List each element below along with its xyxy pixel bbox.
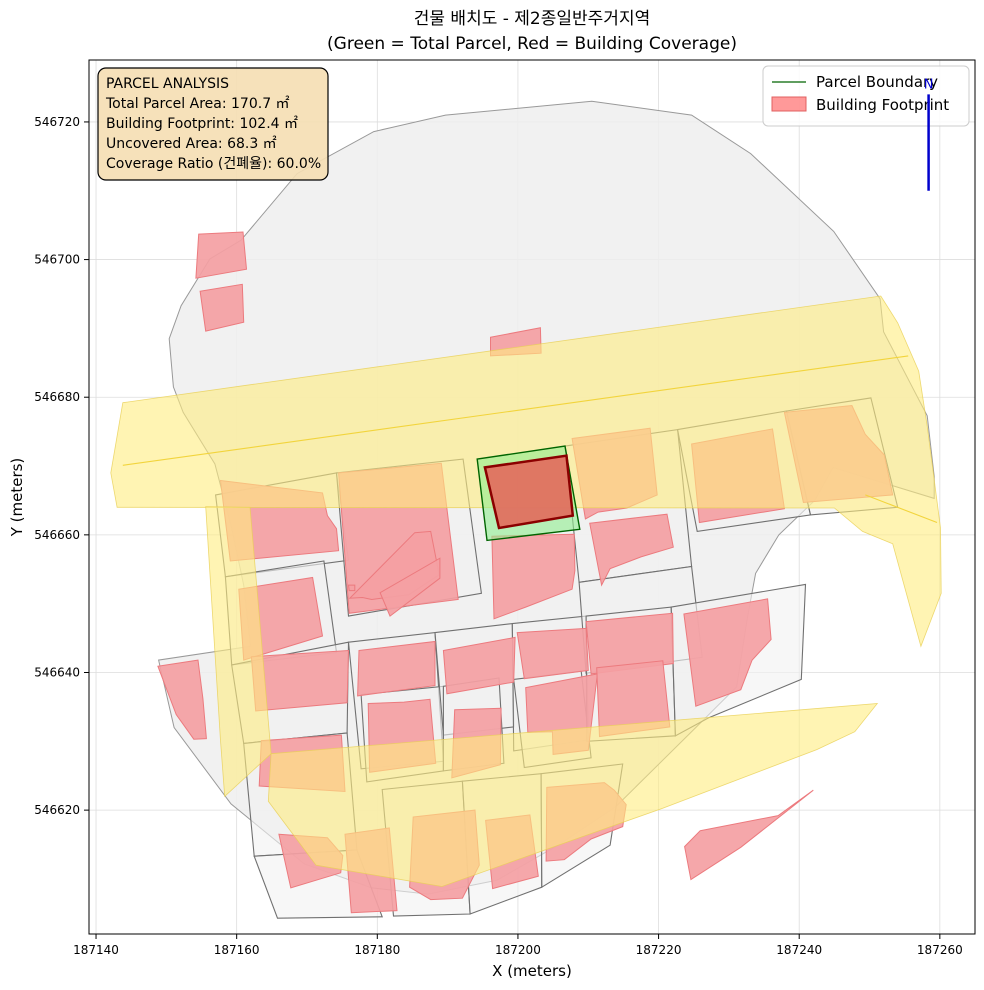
north-arrow: N <box>924 77 934 191</box>
building-footprint <box>357 640 436 697</box>
y-tick-label: 546640 <box>34 665 80 679</box>
road-area <box>267 703 879 887</box>
x-tick-label: 187200 <box>495 943 541 957</box>
x-tick-label: 187240 <box>776 943 822 957</box>
building-footprint <box>683 598 772 707</box>
x-tick-label: 187160 <box>214 943 260 957</box>
y-tick-label: 546620 <box>34 803 80 817</box>
info-total-area: Total Parcel Area: 170.7 ㎡ <box>105 96 290 112</box>
x-tick-label: 187260 <box>917 943 963 957</box>
building-footprint <box>516 627 589 680</box>
info-building-footprint: Building Footprint: 102.4 ㎡ <box>106 116 298 132</box>
y-tick-label: 546680 <box>34 390 80 404</box>
info-title: PARCEL ANALYSIS <box>106 76 229 92</box>
x-tick-label: 187180 <box>354 943 400 957</box>
building-footprint <box>347 584 356 592</box>
building-footprint <box>684 789 814 881</box>
info-box-background <box>97 67 329 181</box>
building-footprint <box>589 513 674 587</box>
plot-frame <box>88 59 976 935</box>
y-tick-label: 546660 <box>34 528 80 542</box>
y-tick-label: 546700 <box>34 253 80 267</box>
building-footprint <box>442 636 516 695</box>
y-tick-label: 546720 <box>34 115 80 129</box>
building-footprint <box>195 231 248 279</box>
target-building-footprint <box>483 454 575 530</box>
y-axis-label: Y (meters) <box>8 458 26 538</box>
building-footprint <box>379 557 441 617</box>
building-footprint <box>585 612 674 675</box>
chart-title: 건물 배치도 - 제2종일반주거지역 <box>414 9 650 29</box>
info-coverage-ratio: Coverage Ratio (건폐율): 60.0% <box>106 156 321 172</box>
road-area <box>205 506 272 798</box>
legend-building-swatch <box>771 96 807 112</box>
legend-frame <box>762 65 970 127</box>
legend: Parcel Boundary Building Footprint <box>762 65 970 127</box>
road-centerline <box>122 355 909 466</box>
x-tick-label: 187140 <box>73 943 119 957</box>
building-footprint <box>491 533 576 620</box>
info-uncovered-area: Uncovered Area: 68.3 ㎡ <box>106 136 277 152</box>
legend-building-label: Building Footprint <box>816 96 949 114</box>
axis-ticks: 187140 187160 187180 187200 187220 187240 1872… <box>34 115 963 957</box>
road-centerline <box>865 494 938 524</box>
x-axis-label: X (meters) <box>492 962 572 980</box>
x-tick-label: 187220 <box>636 943 682 957</box>
chart-subtitle: (Green = Total Parcel, Red = Building Co… <box>327 34 737 54</box>
building-footprint <box>157 659 207 740</box>
building-footprint <box>199 283 245 332</box>
map-layer <box>110 100 942 919</box>
info-box: PARCEL ANALYSIS Total Parcel Area: 170.7… <box>97 67 329 181</box>
legend-parcel-label: Parcel Boundary <box>816 73 938 91</box>
north-arrow-label: N <box>924 77 934 92</box>
